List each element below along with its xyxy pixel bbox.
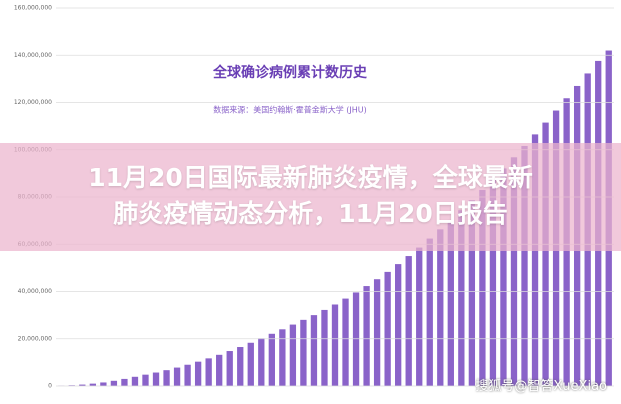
bar — [174, 368, 180, 386]
y-tick-label: 20,000,000 — [18, 335, 53, 342]
bar — [353, 292, 359, 386]
bar — [184, 365, 190, 386]
y-tick-label: 120,000,000 — [14, 99, 52, 106]
bar — [237, 347, 243, 386]
bar — [163, 370, 169, 386]
bar — [384, 272, 390, 386]
bar — [195, 362, 201, 386]
headline-line: 肺炎疫情动态分析，11月20日报告 — [0, 196, 621, 232]
headline: 11月20日国际最新肺炎疫情，全球最新 肺炎疫情动态分析，11月20日报告 — [0, 160, 621, 232]
bar — [111, 381, 117, 386]
bar — [100, 382, 106, 386]
y-tick-label: 0 — [48, 383, 52, 390]
bar — [395, 264, 401, 386]
bar — [311, 315, 317, 386]
bar — [406, 256, 412, 386]
bar — [258, 338, 264, 386]
y-tick-label: 40,000,000 — [18, 288, 53, 295]
bar — [142, 375, 148, 386]
chart-title: 全球确诊病例累计数历史 — [212, 64, 368, 81]
bar — [90, 384, 96, 386]
headline-line: 11月20日国际最新肺炎疫情，全球最新 — [0, 160, 621, 196]
bar — [374, 279, 380, 386]
bar — [153, 373, 159, 386]
bar — [321, 310, 327, 386]
bar — [132, 377, 138, 386]
chart-subtitle: 数据来源：美国约翰斯·霍普金斯大学 (JHU) — [213, 105, 367, 115]
bar — [427, 239, 433, 386]
bar — [121, 379, 127, 386]
bar — [206, 358, 212, 386]
y-tick-label: 140,000,000 — [14, 52, 52, 59]
bar — [227, 351, 233, 386]
bar — [216, 355, 222, 386]
bar — [437, 229, 443, 386]
bar — [363, 286, 369, 386]
watermark: 搜狐号@智答XueXiao — [475, 375, 607, 394]
bar — [332, 304, 338, 386]
y-tick-label: 160,000,000 — [14, 5, 52, 12]
bar — [279, 329, 285, 386]
bar — [342, 299, 348, 386]
bar — [300, 320, 306, 386]
bar — [248, 343, 254, 386]
bar — [416, 248, 422, 386]
bar — [269, 334, 275, 386]
bar — [290, 325, 296, 386]
